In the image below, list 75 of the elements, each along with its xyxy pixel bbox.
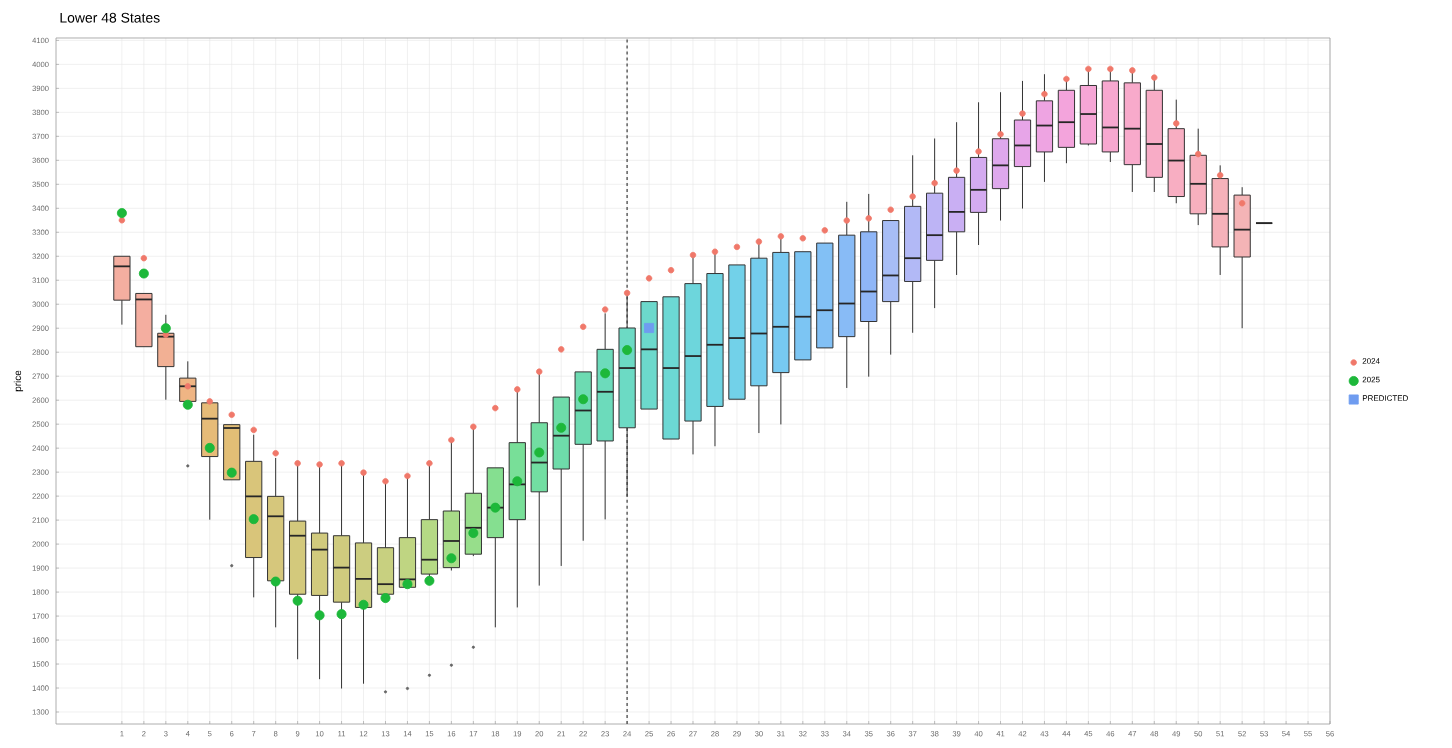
point [336,609,347,620]
point [534,447,545,458]
point [997,130,1004,138]
point [1041,90,1048,98]
point [184,383,191,390]
point [887,206,894,213]
point [514,386,521,393]
point [1195,150,1202,158]
point [314,610,325,621]
point [1129,67,1136,74]
point [316,461,323,468]
point [116,208,127,219]
point [556,422,567,433]
point [1216,172,1224,179]
point [138,268,149,279]
point [733,243,741,251]
point [558,346,565,353]
point [1085,65,1092,73]
point [380,593,391,604]
point [909,193,916,200]
point [426,460,433,467]
point [821,227,828,234]
point [711,248,719,255]
point [448,436,455,444]
point [250,426,257,434]
point [1238,200,1246,207]
point [623,289,631,297]
point [204,442,215,453]
point [272,450,279,457]
point [228,411,235,419]
point [799,235,807,242]
point [578,394,589,405]
point [644,323,655,333]
point [755,238,763,245]
point [338,460,345,467]
point [360,469,367,476]
point [424,575,435,586]
point [470,423,477,430]
point [468,528,479,539]
point [536,368,543,375]
point [622,345,633,356]
point [667,266,675,274]
point [140,255,148,262]
point [162,331,170,338]
point [404,472,411,480]
point [492,404,499,412]
point [931,179,938,187]
point [865,215,872,222]
point [975,148,982,155]
point [182,399,193,410]
point [843,217,850,224]
point [953,167,960,174]
point [1107,65,1114,73]
point [270,576,281,587]
point [402,579,413,590]
point [446,553,457,564]
point [118,217,126,224]
point [294,460,301,467]
point [601,306,609,313]
point [689,251,697,259]
point [1063,75,1070,83]
point [382,478,389,485]
point [160,323,171,334]
point [1173,120,1180,127]
point [1019,110,1026,117]
point [1151,74,1158,81]
point [600,368,611,379]
point [777,233,785,240]
point [579,323,587,330]
point [645,275,653,282]
point [292,595,303,606]
point [248,514,259,525]
point [226,467,237,478]
point [512,476,523,487]
point [358,599,369,610]
